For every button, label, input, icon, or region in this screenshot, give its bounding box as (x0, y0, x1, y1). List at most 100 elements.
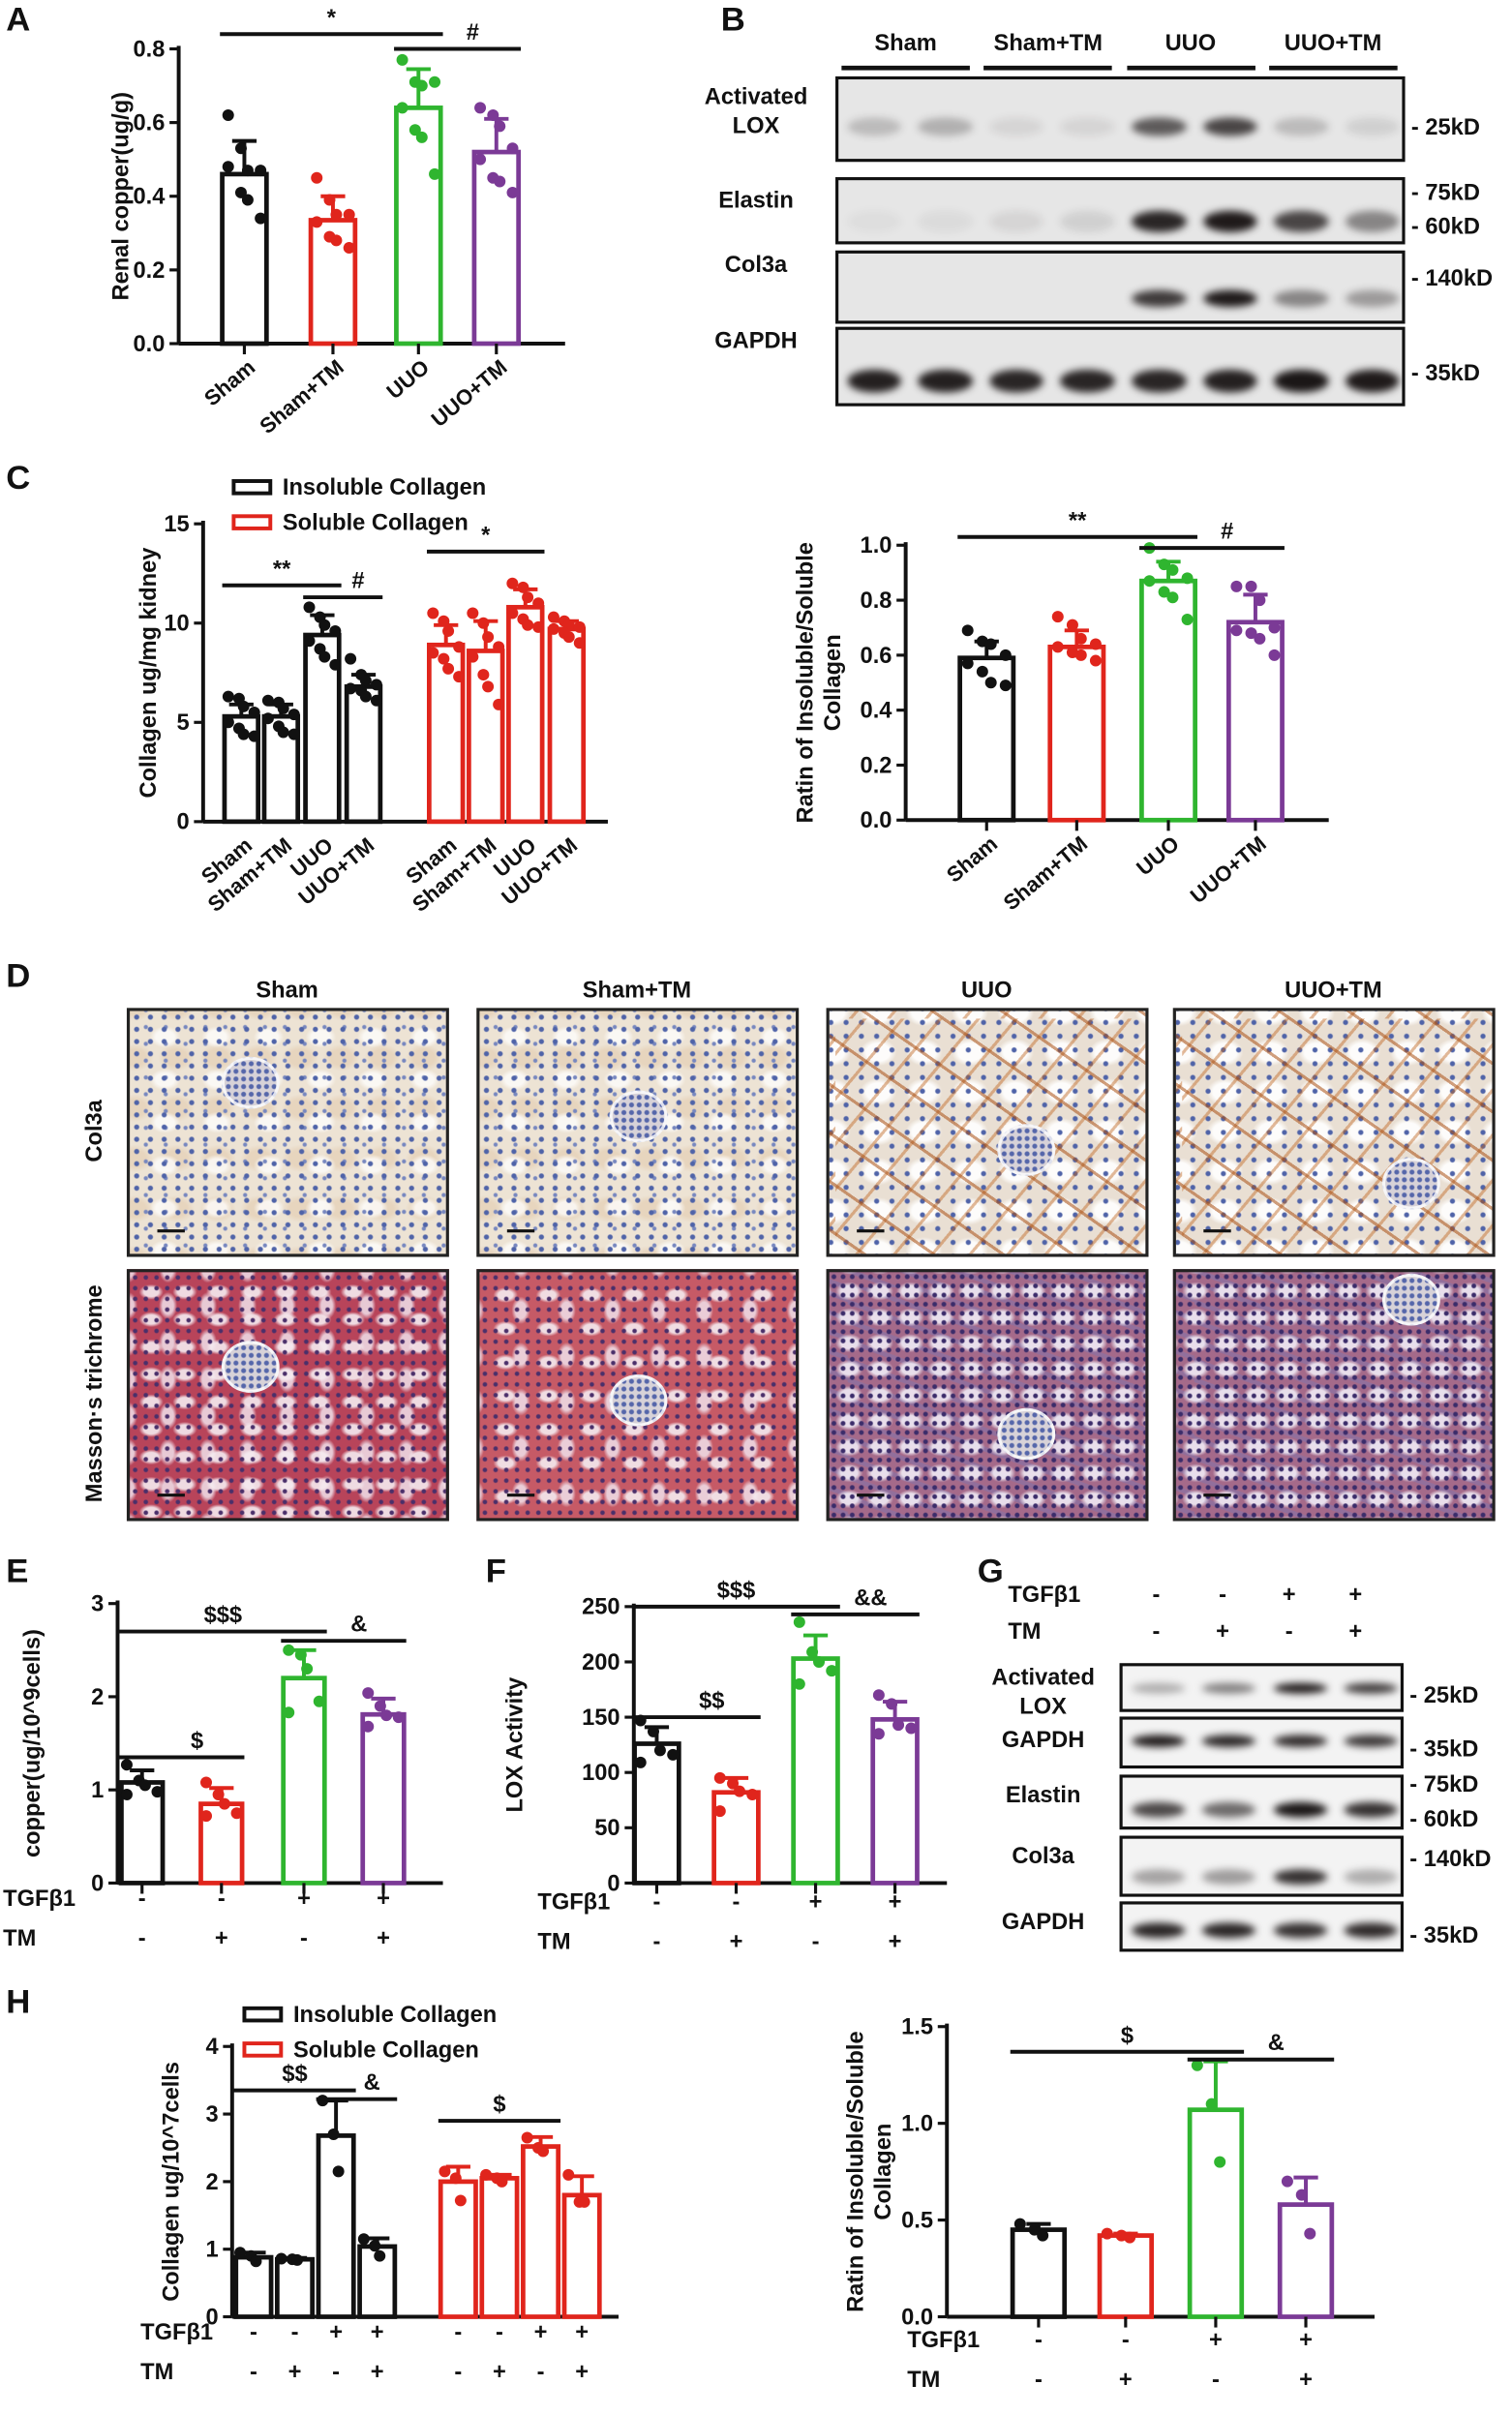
band (989, 210, 1044, 232)
bar-group (1225, 580, 1285, 823)
y-tick-label: 10 (164, 612, 189, 637)
data-point (343, 242, 355, 255)
data-point (1181, 572, 1194, 585)
scale-bar (506, 1229, 535, 1233)
condition-sign: + (534, 2320, 548, 2345)
data-point (415, 79, 428, 92)
y-tick-label: 5 (176, 710, 189, 736)
condition-sign: - (537, 2360, 545, 2385)
data-point (275, 2252, 287, 2265)
data-point (522, 619, 534, 631)
y-tick-label: 200 (582, 1650, 620, 1675)
bar (521, 2144, 561, 2319)
bar-group (316, 2095, 356, 2319)
bar (316, 2133, 356, 2319)
bar-group (870, 1689, 920, 1886)
condition-sign: - (454, 2320, 462, 2345)
data-point (222, 161, 234, 173)
bar-group (303, 601, 342, 825)
bar-group (1187, 2059, 1245, 2319)
panel-label-a: A (6, 0, 31, 39)
y-tick-label: 0 (607, 1871, 620, 1896)
scale-bar (857, 1229, 885, 1233)
data-point (120, 1788, 133, 1800)
y-tick-label: 250 (582, 1595, 620, 1620)
y-tick-label: 0.2 (861, 753, 892, 778)
bar-group (1047, 611, 1106, 823)
condition-sign: + (371, 2320, 384, 2345)
band (1344, 1683, 1399, 1695)
y-axis-label: LOX Activity (503, 1676, 529, 1813)
data-point (806, 1645, 819, 1658)
band (1344, 1735, 1399, 1748)
y-tick-label: 0.6 (134, 111, 166, 136)
data-point (496, 2175, 508, 2188)
data-point (453, 641, 466, 653)
panel-label-f: F (485, 1552, 506, 1590)
blot-group-header: UUO+TM (1284, 30, 1382, 57)
data-point (370, 679, 382, 691)
band (1132, 117, 1187, 136)
band (1131, 1921, 1186, 1938)
y-tick-label: 2 (91, 1685, 104, 1710)
data-point (362, 1720, 375, 1733)
significance-label: * (327, 6, 337, 31)
data-point (467, 650, 479, 663)
y-axis-label: Ratin of Insoluble/Soluble (843, 2031, 868, 2311)
blot-strip (1119, 1663, 1404, 1712)
data-point (1158, 558, 1170, 571)
data-point (318, 650, 331, 663)
data-point (396, 102, 408, 114)
bar (1047, 644, 1106, 823)
data-point (547, 611, 559, 623)
molecular-weight-marker: - 75kD (1409, 1771, 1479, 1798)
data-point (255, 165, 267, 177)
data-point (494, 175, 506, 188)
y-tick-label: 3 (91, 1592, 104, 1617)
condition-sign: - (653, 1929, 661, 1954)
data-point (1066, 619, 1078, 631)
significance-label: & (350, 1613, 367, 1638)
bar (791, 1656, 840, 1886)
chart-c2: 0.0 0.2 0.4 0.6 0.8 1.0 Ratin of Insoluble/Sol… (793, 508, 1329, 915)
data-point (1074, 649, 1087, 661)
band (1273, 1683, 1327, 1695)
data-point (482, 680, 495, 693)
condition-sign: + (889, 1929, 902, 1954)
condition-sign: - (1219, 1582, 1226, 1609)
data-point (976, 665, 988, 678)
bar-group (957, 624, 1016, 823)
condition-sign: - (218, 1887, 226, 1912)
data-point (1205, 2098, 1218, 2110)
condition-sign: + (1209, 2328, 1223, 2353)
data-point (521, 2131, 533, 2144)
molecular-weight-marker: - 75kD (1410, 180, 1480, 207)
data-point (261, 694, 274, 707)
condition-sign: - (300, 1926, 308, 1951)
data-point (1268, 621, 1281, 634)
bar (1097, 2233, 1155, 2319)
data-point (442, 624, 455, 637)
bar-group (521, 2131, 561, 2319)
y-axis-label: Ratin of Insoluble/Soluble (793, 542, 818, 823)
scale-bar (157, 1229, 185, 1233)
molecular-weight-marker: - 35kD (1410, 360, 1480, 387)
condition-name: TM (3, 1926, 36, 1951)
data-point (380, 1709, 393, 1722)
bar-group (1277, 2175, 1335, 2319)
data-point (506, 186, 519, 198)
molecular-weight-marker: - 25kD (1410, 114, 1480, 141)
blot-row-label: Elastin (718, 188, 794, 214)
band (919, 290, 973, 307)
data-point (151, 1786, 164, 1798)
bar (1277, 2202, 1335, 2319)
histology-column-header: Sham (256, 977, 318, 1004)
data-point (438, 2165, 451, 2178)
band (1274, 289, 1329, 308)
data-point (277, 726, 289, 739)
data-point (477, 669, 490, 681)
condition-sign: - (1152, 1582, 1161, 1609)
condition-sign: - (653, 1889, 661, 1915)
data-point (532, 620, 545, 633)
band (1345, 289, 1400, 308)
